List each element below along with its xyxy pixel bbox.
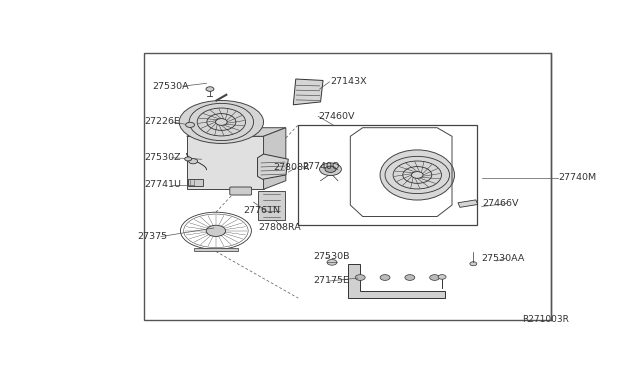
Bar [193, 248, 238, 251]
Circle shape [327, 260, 337, 265]
Bar [145, 53, 551, 320]
Text: 27808RA: 27808RA [259, 224, 301, 232]
Bar [188, 179, 203, 186]
Circle shape [429, 275, 440, 280]
Bar [298, 125, 477, 225]
Text: 27761N: 27761N [244, 206, 281, 215]
Text: 27530Z: 27530Z [145, 153, 181, 162]
Circle shape [325, 166, 336, 172]
Bar [187, 136, 264, 189]
Text: 27530B: 27530B [313, 252, 349, 261]
Text: 27375: 27375 [137, 232, 167, 241]
Bar [257, 191, 285, 220]
Circle shape [355, 275, 365, 280]
Polygon shape [264, 128, 286, 189]
Polygon shape [348, 264, 445, 298]
Text: 27175E: 27175E [313, 276, 349, 285]
Text: R271003R: R271003R [522, 315, 568, 324]
Polygon shape [293, 79, 323, 105]
FancyBboxPatch shape [230, 187, 252, 195]
Text: 27460V: 27460V [318, 112, 355, 121]
Polygon shape [458, 200, 478, 207]
Text: 27530AA: 27530AA [482, 254, 525, 263]
Circle shape [470, 262, 477, 266]
Circle shape [185, 157, 191, 161]
Circle shape [206, 87, 214, 92]
Ellipse shape [179, 100, 264, 144]
Text: 27466V: 27466V [483, 199, 519, 208]
Circle shape [189, 158, 198, 164]
Polygon shape [187, 128, 286, 136]
Circle shape [438, 275, 446, 279]
Text: 27740M: 27740M [559, 173, 596, 182]
Circle shape [186, 122, 195, 128]
Text: 27741U: 27741U [145, 180, 182, 189]
Circle shape [380, 275, 390, 280]
Polygon shape [257, 154, 288, 179]
Text: 27740Q: 27740Q [302, 162, 340, 171]
Text: 27226E: 27226E [145, 118, 180, 126]
Circle shape [319, 163, 341, 176]
Text: 27530A: 27530A [152, 82, 189, 91]
Text: 27143X: 27143X [330, 77, 367, 86]
Circle shape [206, 225, 225, 237]
Ellipse shape [380, 150, 454, 200]
Text: 27808R: 27808R [273, 163, 310, 172]
Circle shape [405, 275, 415, 280]
